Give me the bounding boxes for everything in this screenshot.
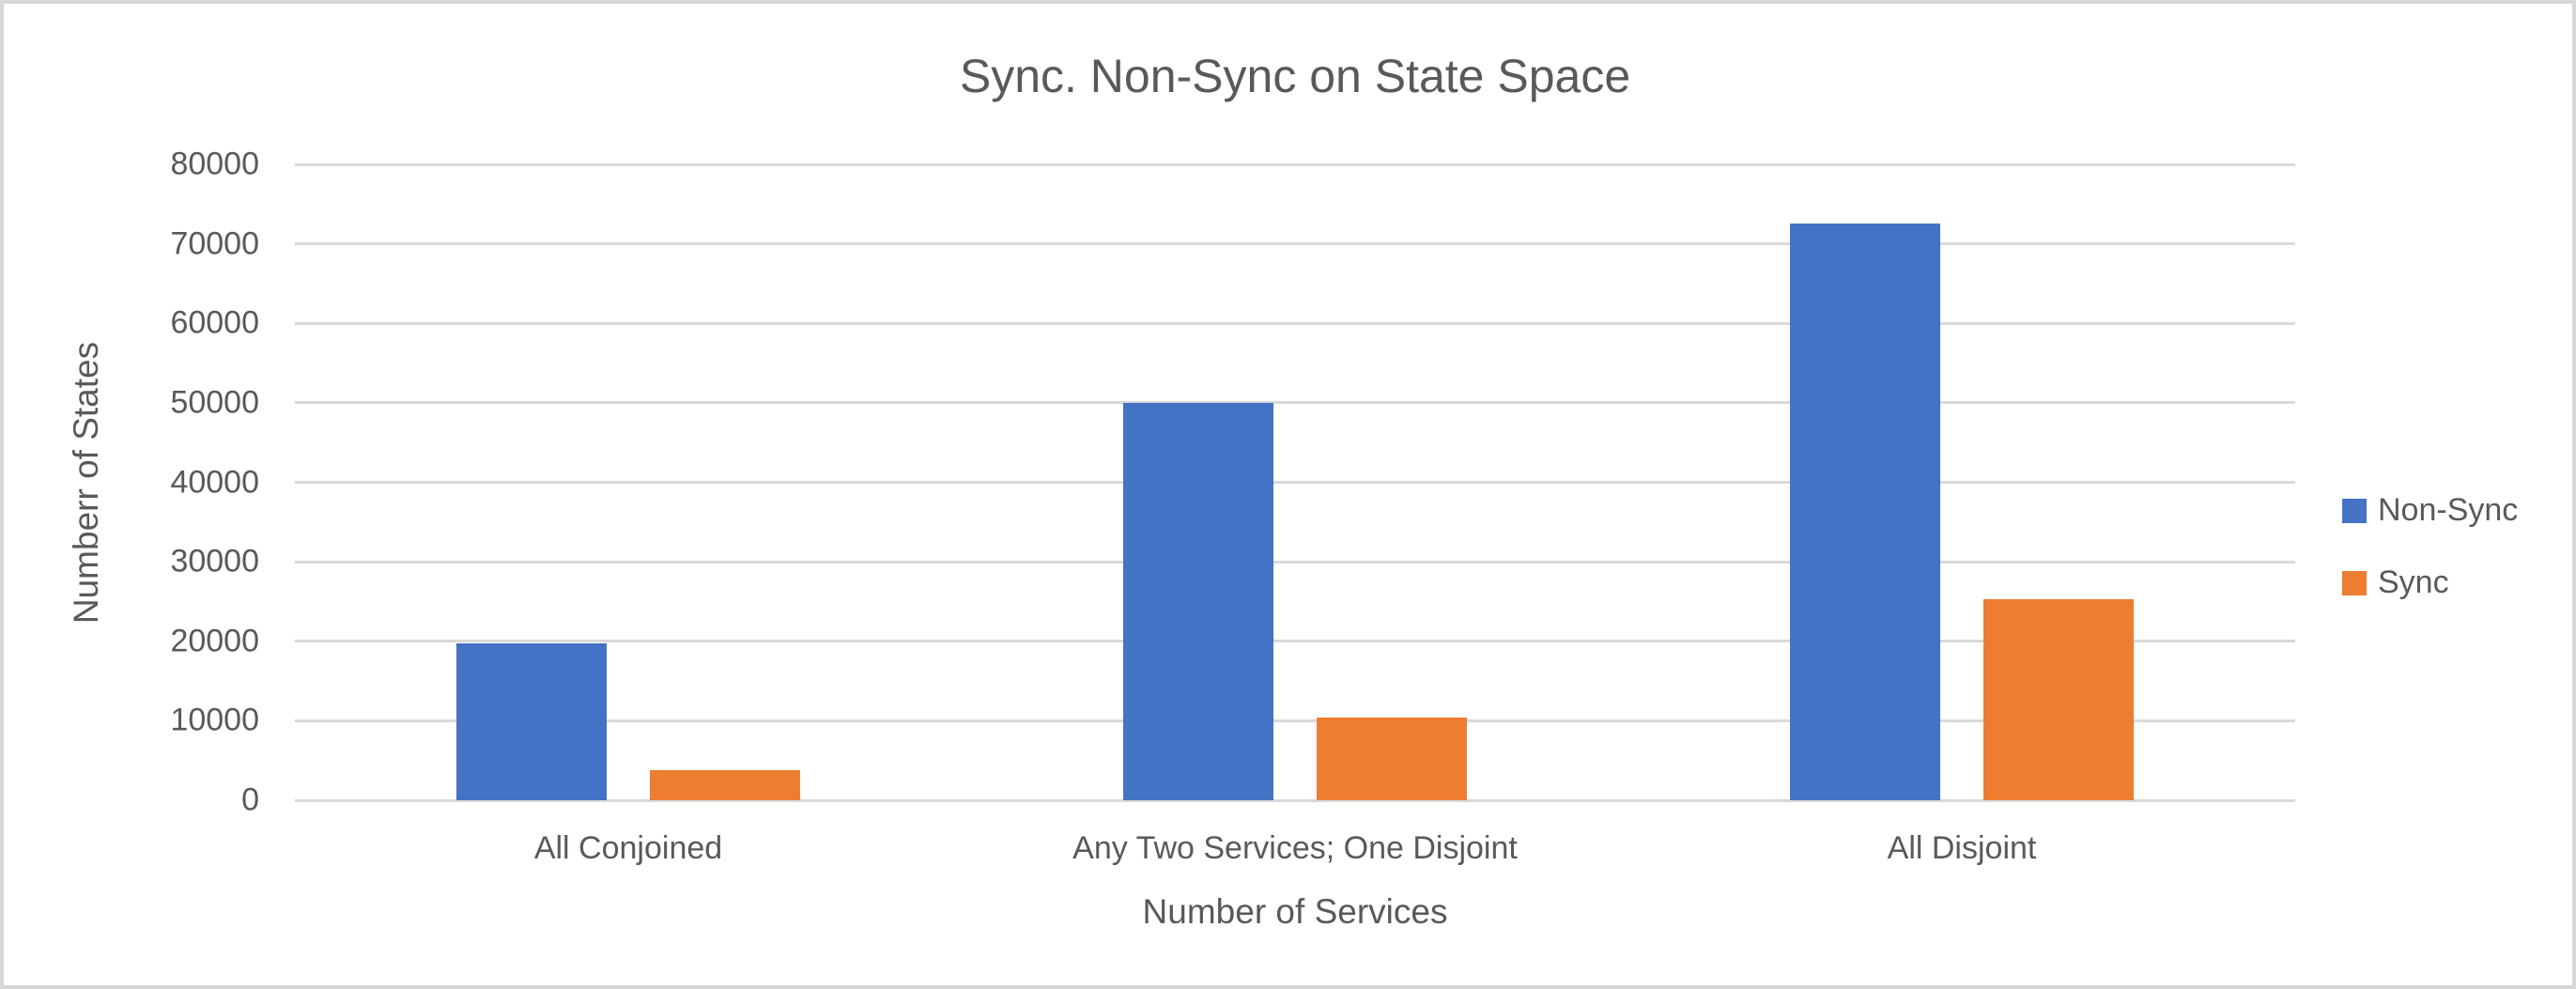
gridline-30000 (295, 560, 2295, 564)
gridline-20000 (295, 640, 2295, 643)
legend-swatch-sync (2342, 570, 2367, 595)
gridline-10000 (295, 719, 2295, 722)
gridline-80000 (295, 162, 2295, 166)
y-tick-label: 30000 (170, 543, 259, 579)
bar-non-sync-0 (456, 643, 607, 800)
legend-item-non-sync: Non-Sync (2342, 492, 2518, 529)
legend-swatch-non-sync (2342, 498, 2367, 523)
bar-non-sync-1 (1123, 402, 1273, 800)
y-tick-label: 50000 (170, 384, 259, 421)
x-axis-category-labels: All Conjoined Any Two Services; One Disjo… (295, 830, 2295, 877)
bar-sync-2 (1983, 598, 2134, 800)
chart-title: Sync. Non-Sync on State Space (959, 50, 1631, 102)
y-axis-tick-labels: 80000 70000 60000 50000 40000 30000 20000 10000… (4, 147, 259, 818)
x-axis-title: Number of Services (1142, 892, 1448, 931)
plot-area (295, 162, 2295, 802)
y-tick-label: 80000 (170, 146, 259, 182)
gridline-40000 (295, 481, 2295, 484)
x-category-label-1: Any Two Services; One Disjoint (1072, 830, 1518, 866)
x-category-label-2: All Disjoint (1887, 830, 2037, 866)
legend-label: Non-Sync (2378, 492, 2519, 528)
legend: Non-Sync Sync (2342, 492, 2518, 601)
y-tick-label: 20000 (170, 623, 259, 659)
bar-sync-1 (1317, 718, 1467, 800)
gridline-70000 (295, 242, 2295, 246)
y-tick-label: 60000 (170, 304, 259, 341)
legend-item-sync: Sync (2342, 564, 2518, 601)
y-tick-label: 10000 (170, 702, 259, 738)
x-category-label-0: All Conjoined (533, 830, 723, 866)
y-tick-label: 70000 (170, 225, 259, 262)
legend-label: Sync (2378, 564, 2449, 600)
y-tick-label: 0 (241, 781, 259, 818)
y-tick-label: 40000 (170, 464, 259, 500)
bar-sync-0 (650, 769, 800, 800)
gridline-0 (295, 798, 2295, 802)
gridline-60000 (295, 321, 2295, 325)
bar-non-sync-2 (1790, 224, 1940, 800)
gridline-50000 (295, 401, 2295, 405)
